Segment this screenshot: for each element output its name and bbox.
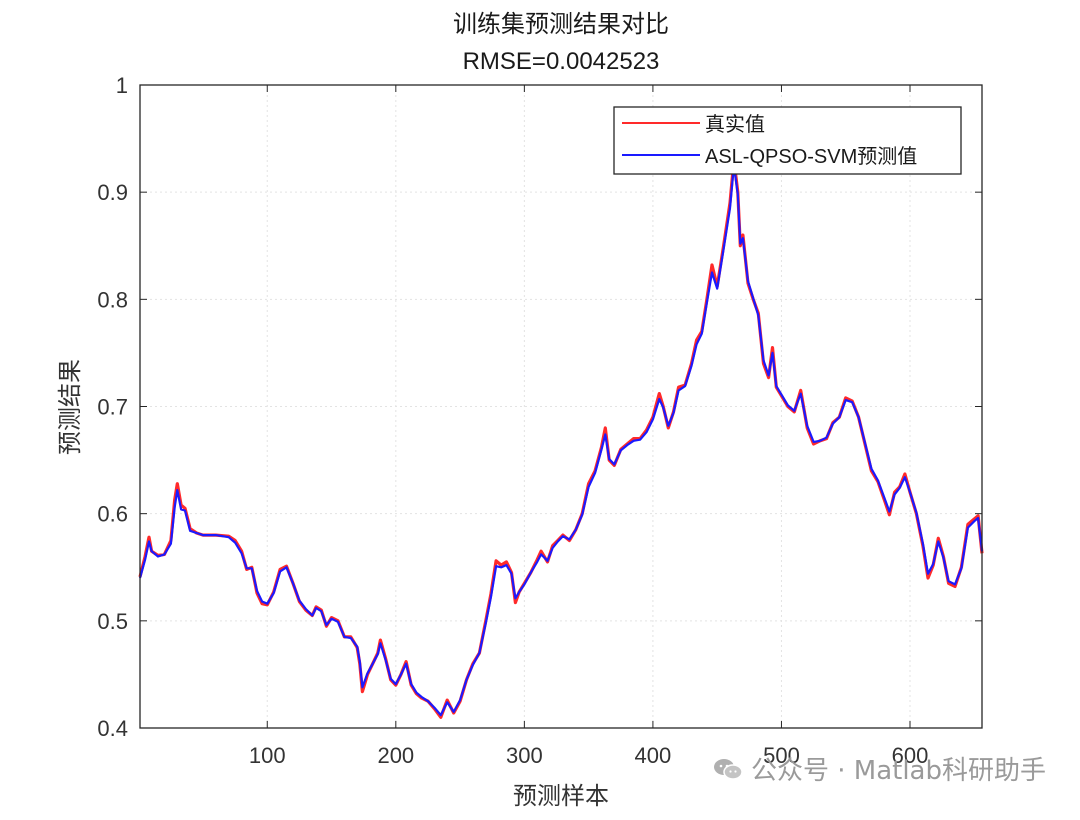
series-line-2: [138, 164, 984, 717]
x-tick-label: 500: [763, 743, 800, 768]
legend-label-series-1: 真实值: [705, 113, 765, 136]
x-tick-label: 100: [249, 743, 286, 768]
y-tick-label: 0.6: [97, 502, 128, 527]
watermark: 公众号 · Matlab科研助手: [713, 750, 1046, 787]
x-axis-label: 预测样本: [513, 783, 609, 810]
legend-box: [613, 106, 962, 175]
y-axis-label: 预测结果: [57, 359, 84, 455]
chart-subtitle: RMSE=0.0042523: [463, 48, 660, 75]
legend-label-series-2: ASL-QPSO-SVM预测值: [705, 145, 917, 168]
watermark-text: 公众号 · Matlab科研助手: [750, 756, 1046, 786]
x-tick-label: 300: [506, 743, 543, 768]
y-tick-label: 0.7: [97, 395, 128, 420]
x-tick-label: 600: [892, 743, 929, 768]
axis-layer: 100 200 300 400 500 600 0.4 0.5 0.6 0.7 0.8 0.9 1: [97, 73, 982, 768]
y-tick-label: 1: [116, 73, 128, 98]
y-tick-label: 0.4: [97, 716, 128, 741]
x-tick-label: 200: [377, 743, 414, 768]
wechat-icon: [713, 757, 743, 781]
y-tick-label: 0.8: [97, 287, 128, 312]
y-tick-label: 0.5: [97, 609, 128, 634]
series-layer: [138, 158, 984, 719]
x-tick-label: 400: [635, 743, 672, 768]
chart-title: 训练集预测结果对比: [453, 11, 669, 38]
y-tick-label: 0.9: [97, 180, 128, 205]
legend: 真实值 ASL-QPSO-SVM预测值: [613, 106, 962, 175]
